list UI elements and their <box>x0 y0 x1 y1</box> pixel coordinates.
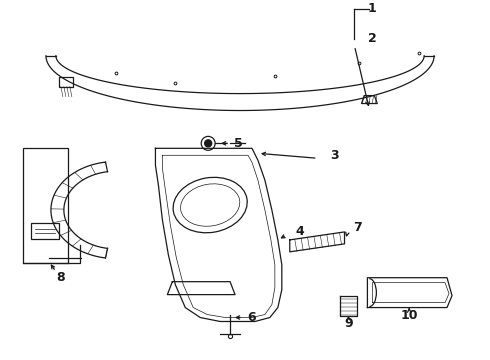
Text: 2: 2 <box>368 32 377 45</box>
Text: 8: 8 <box>56 271 65 284</box>
Text: 5: 5 <box>234 137 243 150</box>
Circle shape <box>205 140 212 147</box>
Text: 1: 1 <box>368 3 377 15</box>
Bar <box>31 223 59 239</box>
Text: 4: 4 <box>295 225 304 238</box>
Text: 7: 7 <box>353 221 362 234</box>
Text: 10: 10 <box>400 309 418 322</box>
Text: 3: 3 <box>330 149 339 162</box>
Text: 9: 9 <box>344 317 353 330</box>
Bar <box>23 148 68 263</box>
Text: 6: 6 <box>247 311 256 324</box>
Bar <box>59 77 73 87</box>
